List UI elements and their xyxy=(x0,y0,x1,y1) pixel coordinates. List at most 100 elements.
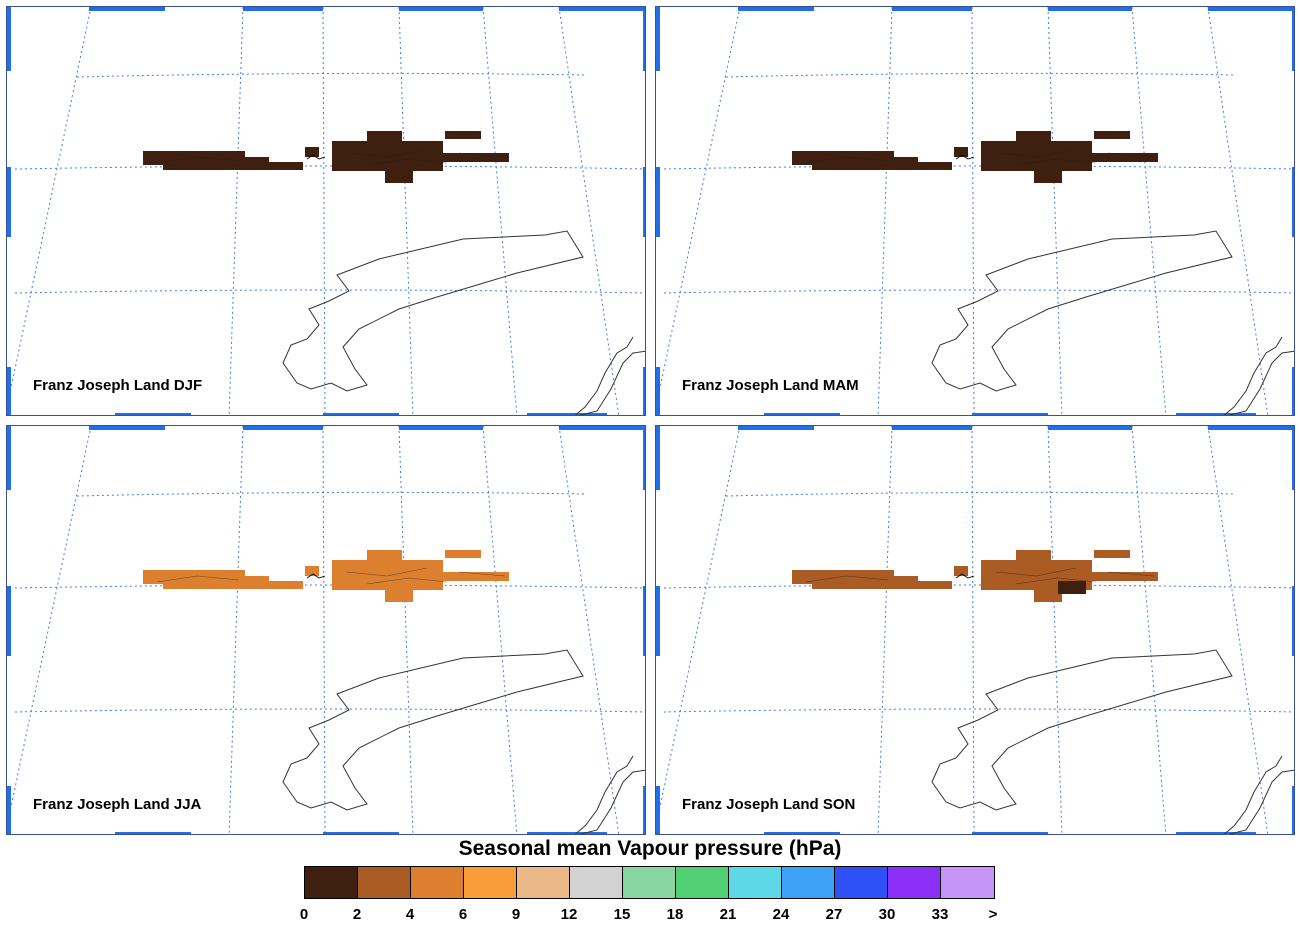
longitude-gridline xyxy=(558,426,620,834)
data-cell xyxy=(305,147,319,157)
colorbar-swatch xyxy=(835,867,888,898)
data-cell xyxy=(305,566,319,576)
colorbar-tick-label: 30 xyxy=(878,906,896,923)
colorbar-swatch xyxy=(623,867,676,898)
map-panel-mam: Franz Joseph Land MAM xyxy=(655,6,1295,416)
longitude-gridline xyxy=(482,7,518,415)
map-panel-son: Franz Joseph Land SON xyxy=(655,425,1295,835)
data-cell xyxy=(981,131,1158,183)
island-coastline xyxy=(156,148,506,166)
colorbar-tick-label: 33 xyxy=(931,906,949,923)
colorbar-tick-label: 0 xyxy=(299,906,309,923)
longitude-gridline xyxy=(228,426,244,834)
colorbar-swatch xyxy=(358,867,411,898)
panel-title-djf: Franz Joseph Land DJF xyxy=(33,377,203,394)
colorbar-swatch xyxy=(782,867,835,898)
longitude-gridline xyxy=(1047,7,1063,415)
panel-title-jja: Franz Joseph Land JJA xyxy=(33,796,202,813)
data-cell xyxy=(981,550,1158,602)
longitude-gridline xyxy=(558,7,620,415)
data-cell xyxy=(792,151,918,170)
colorbar-tick-label: 18 xyxy=(666,906,684,923)
data-cell xyxy=(445,131,481,139)
map-panel-jja: Franz Joseph Land JJA xyxy=(6,425,646,835)
data-cell xyxy=(143,570,269,589)
data-cell xyxy=(269,162,303,170)
island-coastline xyxy=(156,567,506,585)
coastline xyxy=(931,230,1233,392)
colorbar-swatch xyxy=(464,867,517,898)
latitude-gridline xyxy=(663,165,1294,170)
longitude-gridline xyxy=(877,426,893,834)
longitude-gridline xyxy=(7,426,92,827)
island-coastline xyxy=(805,148,1155,166)
legend-title: Seasonal mean Vapour pressure (hPa) xyxy=(458,837,842,860)
island-coastline xyxy=(955,573,975,579)
colorbar-tick-label: 2 xyxy=(352,906,362,923)
coastline xyxy=(1223,336,1294,415)
longitude-gridline xyxy=(656,7,741,408)
latitude-gridline xyxy=(725,491,1237,497)
colorbar-swatch xyxy=(888,867,941,898)
coastline xyxy=(931,649,1233,811)
latitude-gridline xyxy=(76,72,588,78)
colorbar-tick-label: 6 xyxy=(458,906,468,923)
longitude-gridline xyxy=(971,426,975,834)
panel-title-mam: Franz Joseph Land MAM xyxy=(682,377,859,394)
data-cell xyxy=(332,131,509,183)
longitude-gridline xyxy=(877,7,893,415)
colorbar-tick-label: 15 xyxy=(613,906,631,923)
colorbar-ticks: 0 2 4 6 9 12 15 18 21 24 27 30 33 > xyxy=(0,906,1300,926)
colorbar-tick-label: 12 xyxy=(560,906,578,923)
longitude-gridline xyxy=(398,426,414,834)
no-data-cell xyxy=(449,141,483,153)
longitude-gridline xyxy=(228,7,244,415)
coastline xyxy=(282,230,584,392)
coastline xyxy=(282,649,584,811)
longitude-gridline xyxy=(971,7,975,415)
island-coastline xyxy=(306,154,326,160)
longitude-gridline xyxy=(7,7,92,408)
latitude-gridline xyxy=(14,165,645,170)
data-cell xyxy=(1058,581,1086,594)
island-coastline xyxy=(955,154,975,160)
data-cell xyxy=(269,581,303,589)
longitude-gridline xyxy=(1131,426,1167,834)
data-cell xyxy=(792,570,918,589)
latitude-gridline xyxy=(14,584,645,589)
panel-title-son: Franz Joseph Land SON xyxy=(682,796,856,813)
colorbar-swatch xyxy=(729,867,782,898)
colorbar-swatch xyxy=(941,867,994,898)
latitude-gridline xyxy=(76,491,588,497)
data-cell xyxy=(918,581,952,589)
longitude-gridline xyxy=(398,7,414,415)
longitude-gridline xyxy=(1207,426,1269,834)
data-cell xyxy=(1094,550,1130,558)
latitude-gridline xyxy=(14,708,645,713)
coastline xyxy=(1223,755,1294,834)
map-son xyxy=(656,426,1294,834)
map-djf xyxy=(7,7,645,415)
colorbar-tick-label: 9 xyxy=(511,906,521,923)
latitude-gridline xyxy=(14,289,645,294)
data-cell xyxy=(143,151,269,170)
island-coastline xyxy=(805,567,1155,585)
longitude-gridline xyxy=(1047,426,1063,834)
colorbar-swatch xyxy=(305,867,358,898)
island-coastline xyxy=(306,573,326,579)
colorbar-swatch xyxy=(517,867,570,898)
map-mam xyxy=(656,7,1294,415)
data-cell xyxy=(445,550,481,558)
latitude-gridline xyxy=(725,72,1237,78)
colorbar-swatch xyxy=(676,867,729,898)
latitude-gridline xyxy=(663,584,1294,589)
longitude-gridline xyxy=(656,426,741,827)
no-data-cell xyxy=(449,560,483,572)
map-panel-djf: Franz Joseph Land DJF xyxy=(6,6,646,416)
coastline xyxy=(574,336,645,415)
colorbar-swatch xyxy=(411,867,464,898)
map-jja xyxy=(7,426,645,834)
longitude-gridline xyxy=(1131,7,1167,415)
colorbar-swatch xyxy=(570,867,623,898)
colorbar-tick-label: 21 xyxy=(719,906,737,923)
